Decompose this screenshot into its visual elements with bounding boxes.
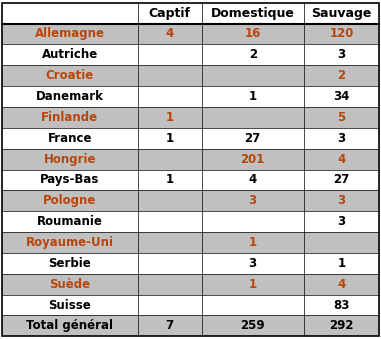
Bar: [2, 170, 379, 191]
Text: Croatie: Croatie: [46, 69, 94, 82]
Bar: [2, 86, 379, 107]
Text: Hongrie: Hongrie: [43, 153, 96, 165]
Bar: [2, 191, 379, 211]
Text: 7: 7: [166, 319, 174, 332]
Text: Royaume-Uni: Royaume-Uni: [26, 236, 114, 249]
Text: 1: 1: [337, 257, 346, 270]
Text: 34: 34: [333, 90, 349, 103]
Text: Serbie: Serbie: [48, 257, 91, 270]
Bar: [2, 274, 379, 295]
Text: 5: 5: [337, 111, 346, 124]
Text: 16: 16: [245, 27, 261, 40]
Text: 1: 1: [249, 90, 257, 103]
Text: Roumanie: Roumanie: [37, 215, 103, 228]
Bar: [2, 148, 379, 170]
Bar: [2, 211, 379, 232]
Text: 4: 4: [166, 27, 174, 40]
Text: 3: 3: [249, 194, 257, 207]
Text: 201: 201: [240, 153, 265, 165]
Text: 2: 2: [249, 48, 257, 61]
Text: 3: 3: [337, 132, 346, 145]
Bar: [2, 315, 379, 336]
Text: Captif: Captif: [149, 7, 191, 20]
Text: 1: 1: [249, 236, 257, 249]
Text: 1: 1: [166, 174, 174, 186]
Text: 3: 3: [337, 48, 346, 61]
Text: Suède: Suède: [49, 278, 90, 291]
Text: 3: 3: [337, 194, 346, 207]
Bar: [2, 253, 379, 274]
Text: 4: 4: [337, 278, 346, 291]
Bar: [2, 232, 379, 253]
Text: Finlande: Finlande: [41, 111, 98, 124]
Text: 3: 3: [249, 257, 257, 270]
Text: 2: 2: [337, 69, 346, 82]
Bar: [2, 107, 379, 128]
Text: 292: 292: [329, 319, 354, 332]
Text: Danemark: Danemark: [36, 90, 104, 103]
Text: 4: 4: [249, 174, 257, 186]
Text: 27: 27: [333, 174, 349, 186]
Text: Sauvage: Sauvage: [311, 7, 371, 20]
Text: Pologne: Pologne: [43, 194, 96, 207]
Text: Domestique: Domestique: [211, 7, 295, 20]
Text: 4: 4: [337, 153, 346, 165]
Text: Pays-Bas: Pays-Bas: [40, 174, 99, 186]
Bar: [2, 24, 379, 44]
Text: 1: 1: [166, 111, 174, 124]
Text: 1: 1: [249, 278, 257, 291]
Bar: [2, 295, 379, 315]
Bar: [2, 3, 379, 24]
Text: 259: 259: [240, 319, 265, 332]
Text: France: France: [48, 132, 92, 145]
Text: Total général: Total général: [26, 319, 113, 332]
Text: 3: 3: [337, 215, 346, 228]
Text: Suisse: Suisse: [48, 299, 91, 312]
Text: 1: 1: [166, 132, 174, 145]
Text: 27: 27: [245, 132, 261, 145]
Bar: [2, 128, 379, 148]
Bar: [2, 44, 379, 65]
Bar: [2, 65, 379, 86]
Text: Allemagne: Allemagne: [35, 27, 105, 40]
Text: Autriche: Autriche: [42, 48, 98, 61]
Text: 120: 120: [329, 27, 354, 40]
Text: 83: 83: [333, 299, 349, 312]
